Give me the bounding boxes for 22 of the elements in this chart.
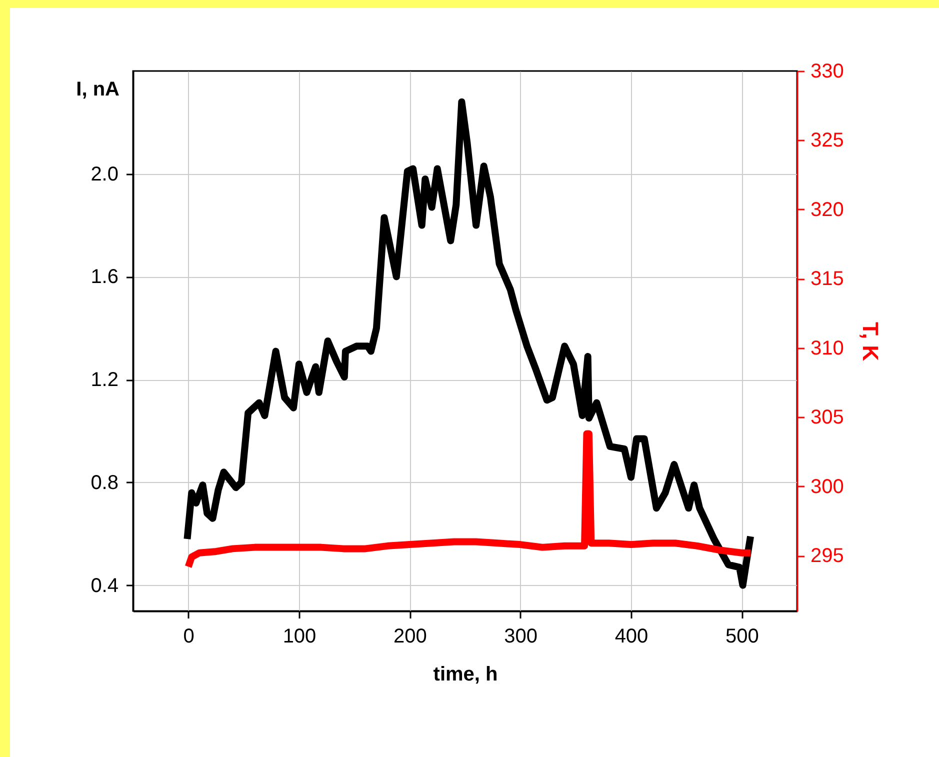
x-tick-label: 200 (393, 626, 427, 648)
x-tick-label: 500 (725, 626, 759, 648)
y-tick-label: 0.8 (90, 472, 118, 494)
x-tick-label: 100 (282, 626, 316, 648)
x-tick-label: 300 (504, 626, 538, 648)
y-tick-label: 1.2 (90, 369, 118, 392)
y2-axis-title: T, K (858, 322, 883, 362)
y2-tick-label: 310 (810, 337, 844, 360)
y2-tick-label: 330 (810, 60, 844, 82)
y2-tick-label: 315 (810, 268, 844, 290)
y-tick-label: 1.6 (90, 266, 118, 288)
y-axis-title: I, nA (76, 78, 120, 100)
y-tick-label: 0.4 (90, 574, 118, 597)
y2-tick-label: 320 (810, 198, 844, 221)
y2-tick-label: 300 (810, 476, 844, 498)
x-tick-label: 400 (614, 626, 648, 648)
y2-tick-label: 295 (810, 545, 844, 568)
x-axis-title: time, h (433, 664, 498, 686)
y2-tick-label: 325 (810, 130, 844, 152)
x-tick-label: 0 (183, 626, 194, 648)
y2-tick-label: 305 (810, 406, 844, 429)
y-tick-label: 2.0 (90, 163, 118, 186)
